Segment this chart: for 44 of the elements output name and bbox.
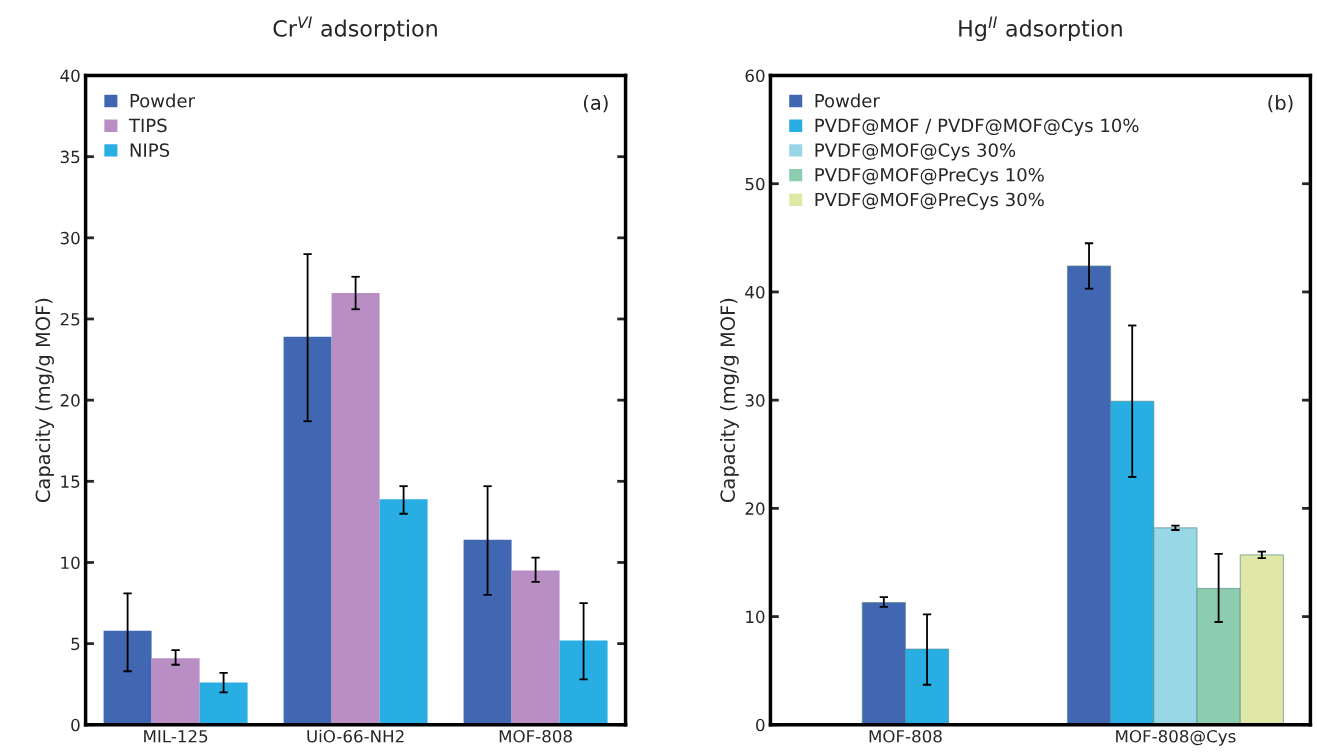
legend-label: PVDF@MOF@PreCys 10%: [815, 167, 1044, 186]
bar: [283, 336, 332, 725]
y-tick-label: 0: [71, 718, 80, 732]
y-tick-label: 5: [71, 637, 80, 651]
bar: [559, 640, 608, 725]
x-tick-label: MIL-125: [144, 729, 208, 743]
legend-label: PVDF@MOF / PVDF@MOF@Cys 10%: [815, 118, 1139, 136]
y-axis-title: Capacity (mg/g MOF): [720, 298, 739, 503]
bar: [151, 658, 200, 725]
y-tick-label: 40: [745, 285, 765, 299]
y-tick-label: 30: [60, 231, 80, 245]
y-tick-label: 25: [60, 312, 80, 326]
y-tick-label: 15: [61, 475, 80, 488]
legend-label: PVDF@MOF@PreCys 30%: [815, 192, 1044, 210]
y-tick-label: 10: [746, 610, 765, 624]
legend-label: Powder: [815, 93, 880, 108]
chart-title: Hg$^{II}$ adsorption: [959, 16, 1122, 42]
x-tick-label: MOF-808@Cys: [1116, 729, 1236, 746]
y-tick-label: 35: [60, 150, 80, 164]
y-tick-label: 30: [745, 394, 765, 407]
bar: [103, 630, 152, 725]
legend-label: NIPS: [130, 143, 170, 157]
y-tick-label: 0: [756, 718, 765, 732]
bar: [331, 293, 380, 725]
bar: [511, 570, 560, 725]
legend-label: PVDF@MOF@Cys 30%: [815, 143, 1016, 161]
annotation: (a): [583, 95, 608, 113]
y-axis-title: Capacity (mg/g MOF): [35, 298, 54, 503]
y-tick-label: 40: [60, 69, 80, 83]
y-tick-label: 10: [61, 556, 80, 570]
legend-label: TIPS: [128, 118, 167, 133]
bar: [199, 682, 248, 725]
legend-label: Powder: [130, 93, 195, 108]
bar: [379, 499, 428, 725]
x-tick-label: UiO-66-NH2: [307, 729, 404, 743]
bar: [463, 539, 512, 725]
y-tick-label: 20: [60, 394, 80, 407]
annotation: (b): [1268, 94, 1293, 113]
chart-title: Cr$^{VI}$ adsorption: [273, 16, 437, 42]
y-tick-label: 20: [745, 502, 765, 515]
y-tick-label: 60: [745, 69, 765, 83]
y-tick-label: 50: [745, 177, 765, 191]
x-tick-label: MOF-808: [499, 729, 572, 743]
x-tick-label: MOF-808: [869, 729, 942, 743]
